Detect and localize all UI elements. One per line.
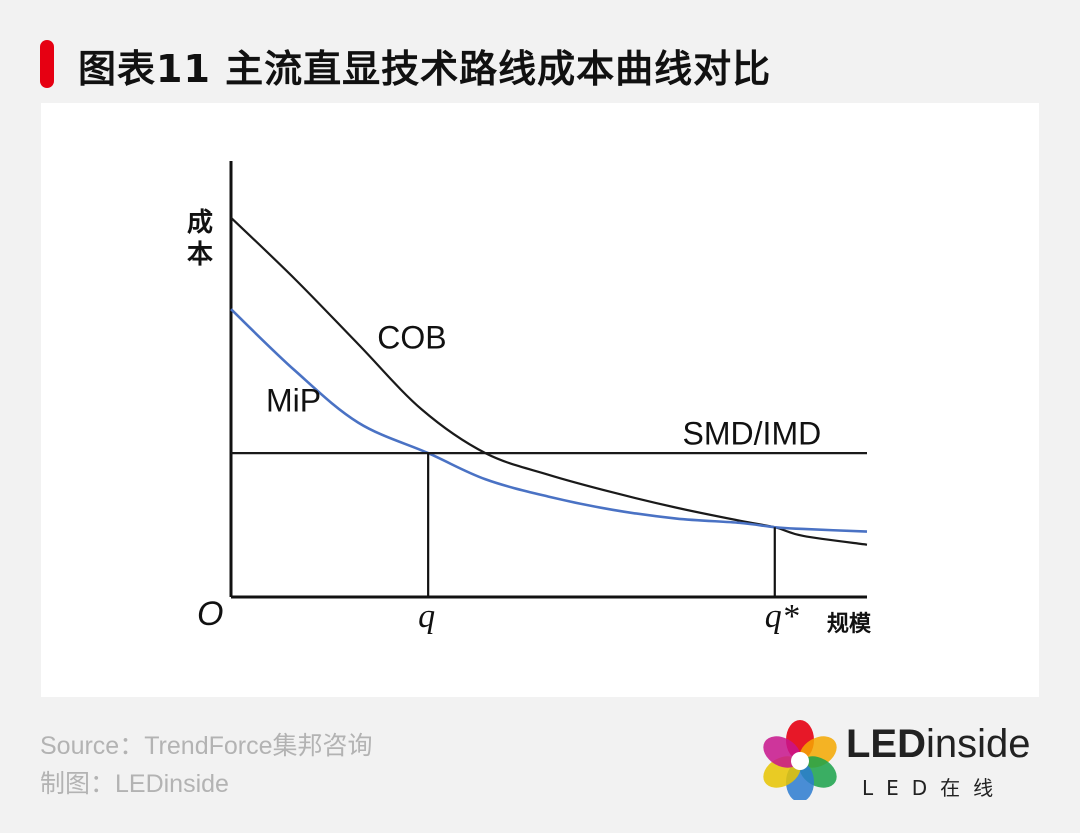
origin-label: O	[197, 595, 223, 633]
x-axis-label: 规模	[827, 611, 872, 637]
logo-flower-icon	[763, 720, 837, 800]
title-accent-bar	[40, 40, 54, 88]
page-title: 图表11 主流直显技术路线成本曲线对比	[78, 47, 772, 91]
series-label-mip: MiP	[266, 383, 321, 419]
x-tick-label-2: q*	[765, 598, 799, 635]
logo-word-light: inside	[926, 722, 1031, 766]
ledinside-logo[interactable]: LEDinside LED在线	[760, 716, 1050, 806]
source-note: Source：TrendForce集邦咨询	[40, 732, 373, 760]
logo-wordmark: LEDinside	[846, 722, 1031, 767]
x-tick-label-1: q	[418, 598, 435, 635]
series-label-smd-imd: SMD/IMD	[683, 415, 822, 451]
credit-note: 制图：LEDinside	[40, 770, 229, 798]
series-label-cob: COB	[377, 319, 446, 355]
logo-word-bold: LED	[846, 722, 926, 766]
y-axis-label: 成本	[187, 208, 213, 270]
logo-subtitle: LED在线	[862, 776, 1007, 800]
chart-axes	[229, 161, 867, 599]
chart-series	[230, 216, 868, 597]
